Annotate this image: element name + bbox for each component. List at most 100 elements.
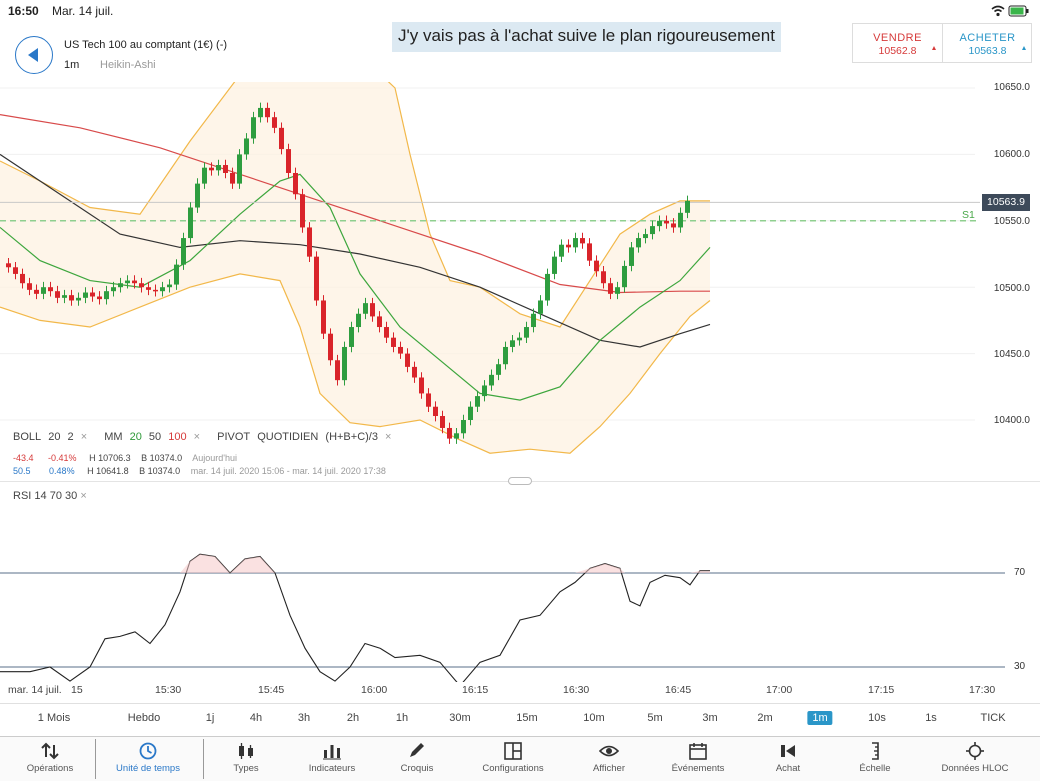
- candle-body: [118, 283, 123, 288]
- legend-stats-today: -43.4 -0.41% H 10706.3 B 10374.0 Aujourd…: [13, 453, 241, 463]
- price-axis-label: 10550.0: [993, 216, 1030, 227]
- candle-body: [531, 313, 536, 328]
- rsi-close-icon[interactable]: ×: [80, 490, 87, 502]
- candle-body: [55, 291, 60, 298]
- candle-body: [517, 337, 522, 341]
- nav-indicators[interactable]: Indicateurs: [287, 737, 377, 781]
- time-axis-date: mar. 14 juil.: [8, 684, 62, 696]
- pivot-name[interactable]: PIVOT: [217, 431, 251, 443]
- tf-15m[interactable]: 15m: [516, 712, 538, 724]
- mm-name[interactable]: MM: [104, 431, 123, 443]
- tf-weekly[interactable]: Hebdo: [127, 712, 161, 724]
- candle-body: [286, 149, 291, 173]
- candle-body: [559, 244, 564, 257]
- nav-display[interactable]: Afficher: [564, 737, 654, 781]
- nav-configurations[interactable]: Configurations: [468, 737, 558, 781]
- buy-button[interactable]: ACHETER 10563.8: [943, 24, 1032, 62]
- candle-body: [685, 200, 690, 213]
- tf-tick[interactable]: TICK: [980, 712, 1006, 724]
- bars-icon: [323, 745, 341, 760]
- chart-header: US Tech 100 au comptant (1€) (-) 1m Heik…: [0, 22, 1040, 82]
- period-label: Aujourd'hui: [192, 453, 237, 463]
- candle-body: [398, 346, 403, 354]
- rsi-line: [0, 553, 710, 682]
- candle-body: [216, 165, 221, 171]
- buy-label: ACHETER: [959, 32, 1016, 44]
- candle-body: [321, 300, 326, 334]
- tf-10m[interactable]: 10m: [583, 712, 605, 724]
- candle-body: [328, 333, 333, 361]
- nav-types[interactable]: Types: [201, 737, 291, 781]
- candle-body: [237, 154, 242, 184]
- time-axis: mar. 14 juil. 15 15:30 15:45 16:00 16:15…: [0, 682, 1040, 700]
- nav-scale[interactable]: Échelle: [830, 737, 920, 781]
- sell-price: 10562.8: [878, 45, 917, 57]
- current-price-tag: 10563.9: [982, 194, 1030, 211]
- mm-p2: 50: [148, 431, 162, 443]
- nav-label: Événements: [671, 763, 725, 774]
- legend-stats-range: 50.5 0.48% H 10641.8 B 10374.0 mar. 14 j…: [13, 466, 390, 476]
- sell-button[interactable]: VENDRE 10562.8: [853, 24, 943, 62]
- tf-10s[interactable]: 10s: [868, 712, 886, 724]
- tf-1m[interactable]: 1m: [807, 711, 833, 725]
- tf-1d[interactable]: 1j: [205, 712, 215, 724]
- candle-body: [146, 287, 151, 290]
- candle-body: [573, 238, 578, 248]
- candle-body: [349, 327, 354, 347]
- candle-body: [307, 227, 312, 257]
- rsi-chart[interactable]: [0, 505, 1040, 682]
- tf-5m[interactable]: 5m: [647, 712, 663, 724]
- buy-price: 10563.8: [968, 45, 1007, 57]
- candle-body: [524, 327, 529, 338]
- status-date: Mar. 14 juil.: [52, 4, 114, 18]
- nav-label: Unité de temps: [116, 763, 180, 774]
- candle-body: [181, 238, 186, 265]
- nav-hloc-data[interactable]: Données HLOC: [930, 737, 1020, 781]
- price-chart[interactable]: [0, 82, 1040, 477]
- wifi-battery-icon: [991, 5, 1029, 17]
- tf-2m[interactable]: 2m: [757, 712, 773, 724]
- tf-4h[interactable]: 4h: [249, 712, 263, 724]
- candle-body: [69, 295, 74, 301]
- tf-2h[interactable]: 2h: [346, 712, 360, 724]
- candle-body: [13, 267, 18, 274]
- crosshair-icon: [966, 742, 984, 760]
- nav-events[interactable]: Événements: [653, 737, 743, 781]
- tf-1h[interactable]: 1h: [395, 712, 409, 724]
- boll-close-icon[interactable]: ×: [80, 431, 88, 443]
- boll-name[interactable]: BOLL: [13, 431, 42, 443]
- pivot-close-icon[interactable]: ×: [385, 431, 392, 443]
- sell-label: VENDRE: [873, 32, 922, 44]
- candle-body: [209, 167, 214, 171]
- nav-sketch[interactable]: Croquis: [372, 737, 462, 781]
- tf-3m[interactable]: 3m: [702, 712, 718, 724]
- candle-body: [370, 303, 375, 317]
- instrument-name[interactable]: US Tech 100 au comptant (1€) (-): [64, 39, 228, 51]
- bollinger-band-fill: [0, 82, 710, 454]
- rsi-level-70: 70: [1014, 567, 1026, 578]
- candle-body: [356, 313, 361, 328]
- eye-icon: [599, 745, 619, 757]
- rsi-name[interactable]: RSI: [13, 490, 32, 502]
- candle-body: [125, 280, 130, 284]
- tf-30m[interactable]: 30m: [449, 712, 471, 724]
- candle-body: [153, 289, 158, 292]
- nav-label: Afficher: [592, 763, 626, 774]
- nav-time-unit[interactable]: Unité de temps: [103, 737, 193, 781]
- candle-body: [629, 247, 634, 266]
- tf-3h[interactable]: 3h: [297, 712, 311, 724]
- back-button[interactable]: [15, 36, 53, 74]
- candle-body: [202, 167, 207, 184]
- bollinger-upper-line: [0, 82, 710, 328]
- nav-operations[interactable]: Opérations: [5, 737, 95, 781]
- candle-body: [671, 223, 676, 228]
- mm-close-icon[interactable]: ×: [193, 431, 201, 443]
- candle-body: [454, 433, 459, 439]
- change-value: -43.4: [13, 453, 34, 463]
- tf-1s[interactable]: 1s: [925, 712, 937, 724]
- mm-p1: 20: [129, 431, 142, 443]
- candle-body: [664, 220, 669, 224]
- nav-buy[interactable]: Achat: [743, 737, 833, 781]
- pane-resize-handle[interactable]: [508, 477, 532, 485]
- tf-1-month[interactable]: 1 Mois: [37, 712, 71, 724]
